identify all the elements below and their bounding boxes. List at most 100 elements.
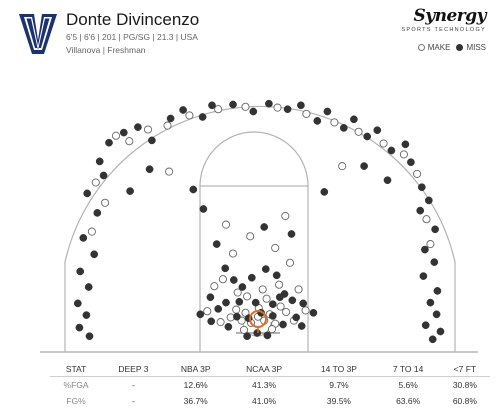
legend-make-label: MAKE [427, 43, 451, 52]
shot-miss [224, 322, 233, 331]
shot-make [125, 137, 134, 146]
shot-make [185, 111, 194, 120]
shot-miss [419, 272, 428, 280]
shot-make [379, 139, 388, 148]
brand: Synergy SPORTS TECHNOLOGY [401, 6, 486, 34]
shot-miss [268, 312, 277, 320]
shot-make [210, 282, 219, 291]
shot-make [294, 285, 303, 294]
free-throw-circle [199, 131, 309, 187]
stats-cell: 60.8% [452, 396, 477, 406]
shot-miss [407, 158, 415, 167]
shot-miss [179, 106, 187, 114]
shot-miss [253, 329, 262, 337]
shot-make [273, 103, 282, 112]
paint [199, 185, 309, 353]
shot-miss [198, 113, 207, 121]
shot-miss [251, 298, 260, 307]
stats-cell: 30.8% [452, 380, 477, 390]
shot-make [228, 249, 238, 258]
shot-make [111, 131, 121, 140]
stats-header-ncaa3p: NCAA 3P [226, 362, 302, 377]
shot-make [285, 258, 295, 267]
shot-miss [207, 317, 216, 326]
shot-miss [263, 331, 272, 340]
shot-miss [275, 293, 284, 302]
shot-miss [272, 271, 281, 280]
shot-miss [166, 114, 175, 123]
shot-miss [297, 101, 305, 110]
shot-miss [83, 189, 92, 198]
shot-miss [279, 320, 287, 329]
shot-miss [206, 293, 215, 302]
shot-make [426, 240, 435, 249]
shot-miss [249, 107, 258, 116]
shot-make [422, 215, 431, 224]
shot-miss [323, 107, 332, 116]
shot-miss [84, 283, 93, 291]
stats-row-label: FG% [66, 396, 86, 406]
shot-miss [199, 205, 208, 213]
stats-header-lt7ft: <7 FT [439, 362, 490, 377]
shot-miss [93, 209, 102, 217]
shot-miss [134, 123, 142, 131]
shot-make [246, 232, 255, 241]
shot-miss [90, 250, 99, 259]
legend-miss-label: MISS [466, 43, 486, 52]
shot-miss [350, 115, 358, 124]
shot-miss [221, 264, 230, 273]
player-team: Villanova | Freshman [66, 45, 146, 55]
shot-make [239, 325, 249, 334]
stats-header-row: STAT DEEP 3 NBA 3P NCAA 3P 14 TO 3P 7 TO… [50, 362, 490, 377]
stats-table: STAT DEEP 3 NBA 3P NCAA 3P 14 TO 3P 7 TO… [50, 362, 490, 409]
shot-miss [229, 100, 237, 109]
shot-miss [373, 126, 382, 135]
make-points [87, 102, 435, 334]
shot-miss [320, 188, 329, 196]
stats-header-deep3: DEEP 3 [102, 362, 165, 377]
shot-miss [299, 299, 308, 308]
shot-miss [119, 128, 128, 137]
villanova-logo-icon [19, 14, 57, 54]
player-name: Donte Divincenzo [66, 10, 200, 29]
stats-row-fgpct: FG% - 36.7% 41.0% 39.5% 63.6% 60.8% [50, 393, 490, 409]
stats-cell: 39.5% [326, 396, 351, 406]
shot-miss [360, 162, 368, 170]
shot-miss [233, 312, 241, 321]
stats-cell: 63.6% [396, 396, 421, 406]
stats-cell: 41.0% [251, 396, 277, 406]
shot-make [302, 109, 311, 118]
shot-miss [313, 117, 322, 125]
shot-miss [189, 185, 198, 194]
shot-make [232, 305, 241, 314]
three-point-arc [64, 105, 456, 352]
shot-miss [431, 225, 439, 234]
shot-make [267, 325, 277, 334]
shot-miss [145, 165, 154, 174]
shot-miss [212, 240, 221, 248]
shot-miss [75, 323, 84, 332]
stats-row-fga: %FGA - 12.6% 41.3% 9.7% 5.6% 30.8% [50, 377, 490, 394]
miss-dot-icon [456, 44, 464, 51]
shot-miss [73, 299, 82, 308]
shot-make [214, 105, 223, 114]
shot-make [243, 292, 252, 301]
shot-miss [421, 321, 430, 330]
shot-make [163, 121, 172, 130]
shot-make [281, 211, 290, 221]
shot-miss [292, 313, 301, 322]
shot-miss [417, 183, 426, 192]
shot-miss [383, 176, 392, 185]
shot-miss [95, 157, 104, 166]
shot-miss [238, 283, 247, 291]
shot-miss [309, 308, 318, 317]
shot-miss [297, 322, 306, 330]
shot-make [399, 150, 408, 159]
shot-miss [208, 101, 216, 110]
shot-miss [214, 305, 223, 313]
shot-make [275, 280, 284, 289]
shot-miss [363, 132, 372, 141]
shot-miss [424, 196, 433, 205]
shot-make [262, 294, 271, 303]
shot-make [276, 302, 285, 311]
